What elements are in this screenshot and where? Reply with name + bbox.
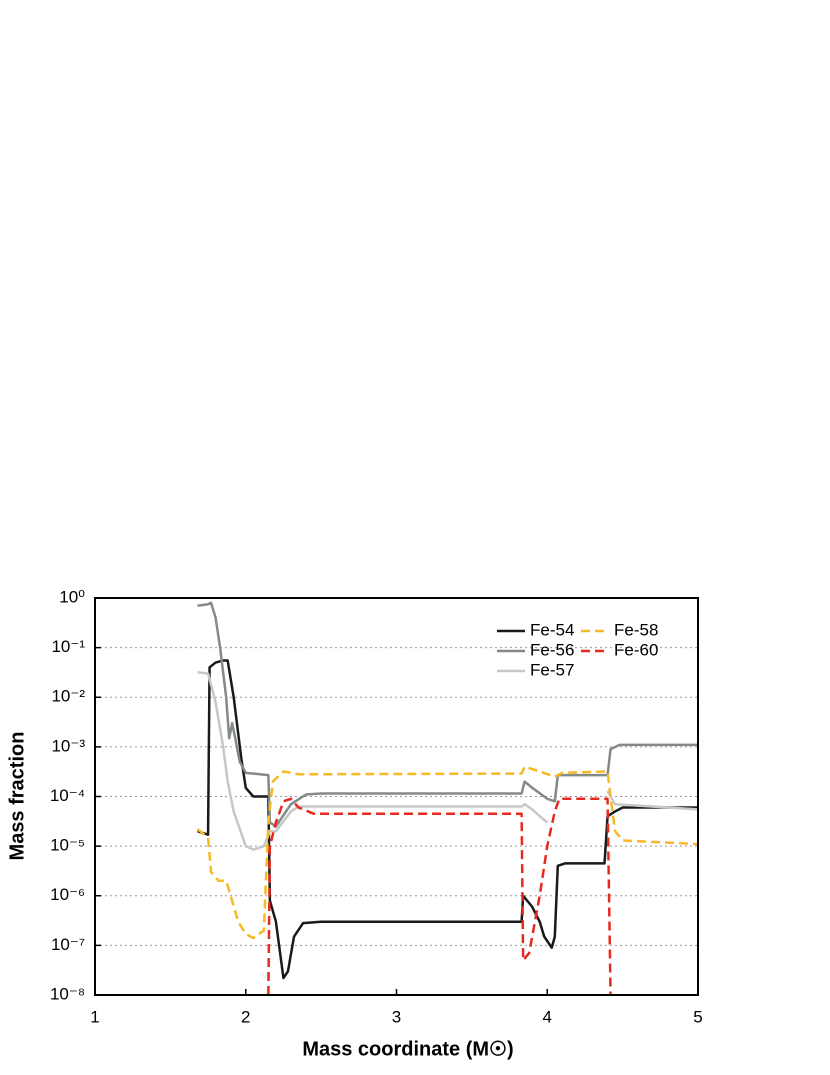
x-tick-label: 4 [543,1007,552,1026]
y-tick-label: 10⁰ [59,587,85,606]
y-tick-label: 10⁻⁵ [50,836,85,855]
series-line [267,797,612,995]
x-tick-label: 1 [90,1007,99,1026]
plot-lines [196,601,698,995]
series-line [196,765,698,940]
x-axis-label: Mass coordinate (M☉) [302,1038,513,1060]
y-axis-label: Mass fraction [6,732,28,861]
annotations: 10⁻⁸ 10⁻⁷ 10⁻⁶ 10⁻⁵ 10⁻⁴ 10⁻³ 10⁻² 10⁻¹ 10⁰ 1 2 3 4 5… [50,587,703,1026]
x-tick-label: 3 [392,1007,401,1026]
grid [95,597,698,996]
legend-label: Fe-60 [614,640,658,659]
series-line [197,659,698,980]
x-tick-label: 5 [693,1007,702,1026]
legend-label: Fe-57 [530,660,574,679]
x-tick-label: 2 [241,1007,250,1026]
y-tick-label: 10⁻³ [51,736,85,755]
y-tick-label: 10⁻² [51,687,85,706]
legend-label: Fe-56 [530,640,574,659]
legend-label: Fe-54 [530,620,574,639]
y-tick-label: 10⁻⁴ [50,786,85,805]
y-tick-label: 10⁻⁶ [50,885,85,904]
y-tick-label: 10⁻⁸ [50,984,85,1003]
y-tick-label: 10⁻¹ [51,637,85,656]
y-tick-label: 10⁻⁷ [51,935,85,954]
legend-label: Fe-58 [614,620,658,639]
